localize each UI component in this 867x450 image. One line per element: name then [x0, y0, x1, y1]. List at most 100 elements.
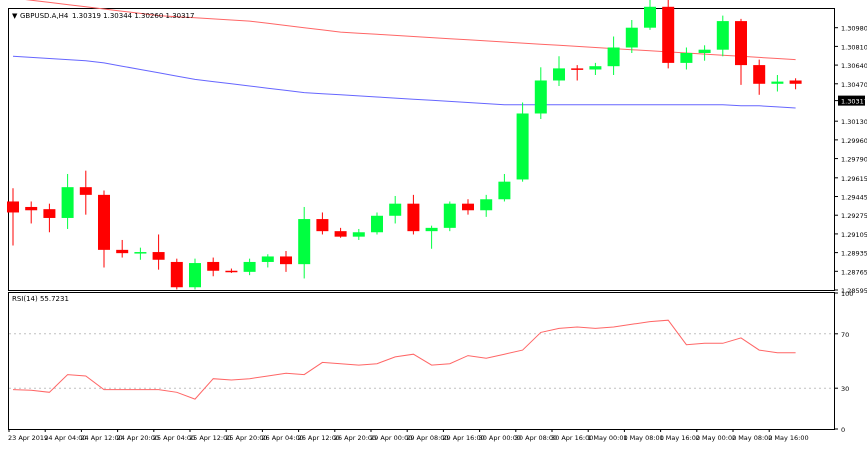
price-tick-label: 1.30980 — [841, 25, 867, 33]
candle-body — [589, 66, 602, 70]
candle — [25, 201, 38, 224]
candle-body — [170, 261, 183, 288]
candle-body — [389, 203, 402, 216]
candle-body — [407, 203, 420, 232]
candle-body — [680, 52, 693, 63]
candle-body — [443, 203, 456, 228]
candle — [771, 74, 784, 92]
candle-body — [61, 187, 74, 218]
rsi-tick-label: 30 — [841, 385, 849, 393]
price-tick-label: 1.29105 — [841, 231, 867, 239]
candle — [680, 47, 693, 70]
candle-body — [225, 270, 238, 273]
time-tick-label: 24 Apr 12:00 — [80, 434, 122, 442]
price-tick-label: 1.29445 — [841, 194, 867, 202]
candle — [571, 65, 584, 81]
candle — [462, 199, 474, 215]
candle-body — [516, 113, 529, 180]
candle-body — [771, 81, 784, 84]
candle — [134, 247, 147, 260]
candle-body — [716, 21, 729, 50]
candle — [407, 194, 420, 235]
time-tick-label: 30 Apr 00:00 — [479, 434, 521, 442]
candle — [225, 268, 238, 273]
price-tick-label: 1.30470 — [841, 81, 867, 89]
price-tick-label: 1.28765 — [841, 268, 867, 276]
candle-body — [534, 80, 547, 114]
candle — [753, 59, 766, 95]
candle-body — [79, 187, 92, 195]
candle — [261, 254, 274, 268]
rsi-tick-label: 100 — [841, 290, 853, 298]
candle — [79, 170, 92, 215]
candle-body — [189, 263, 201, 288]
time-tick-label: 29 Apr 08:00 — [406, 434, 448, 442]
candle — [534, 67, 547, 119]
rsi-line — [12, 319, 796, 400]
candle-body — [498, 181, 511, 200]
candle — [352, 228, 365, 240]
candle — [298, 206, 311, 279]
price-tick-label: 1.30640 — [841, 62, 867, 70]
candle — [170, 258, 183, 290]
candle — [98, 190, 110, 268]
symbol-label: GBPUSD.A,H4 — [20, 12, 69, 20]
candle — [443, 201, 456, 232]
candle-body — [280, 256, 292, 265]
candle — [662, 0, 675, 69]
candle-body — [352, 232, 365, 237]
chart-menu-icon[interactable]: ▼ — [12, 12, 18, 20]
price-panel-frame[interactable] — [8, 8, 835, 291]
time-tick-label: 25 Apr 20:00 — [225, 434, 267, 442]
candle — [371, 212, 383, 235]
candle — [789, 78, 802, 90]
candle-body — [425, 227, 438, 232]
candle-body — [98, 194, 110, 250]
candle — [152, 234, 165, 270]
candle — [43, 203, 56, 233]
candle — [207, 257, 220, 277]
time-tick-label: 1 May 00:00 — [587, 434, 627, 442]
rsi-tick-label: 0 — [841, 426, 845, 434]
price-tick-label: 1.28595 — [841, 287, 867, 295]
ma-fast-line — [12, 55, 796, 109]
candle — [480, 194, 493, 217]
candle — [189, 258, 201, 290]
candle — [7, 188, 19, 246]
rsi-panel-frame[interactable] — [8, 292, 835, 430]
price-tick-label: 1.30810 — [841, 43, 867, 51]
candle-body — [462, 203, 474, 211]
candle-body — [735, 21, 747, 66]
candle — [625, 19, 638, 53]
candle — [516, 102, 529, 182]
candle — [644, 0, 656, 30]
price-tick-label: 1.29615 — [841, 175, 867, 183]
time-tick-label: 30 Apr 08:00 — [515, 434, 557, 442]
candle-body — [43, 209, 56, 218]
time-tick-label: 24 Apr 20:00 — [117, 434, 159, 442]
candle-body — [334, 231, 347, 237]
candle — [425, 225, 438, 249]
candle — [61, 173, 74, 229]
candle-body — [662, 6, 675, 63]
time-tick-label: 2 May 08:00 — [732, 434, 772, 442]
candle-body — [316, 219, 329, 232]
candle — [243, 258, 256, 276]
time-tick-label: 30 Apr 16:00 — [551, 434, 593, 442]
ohlc-readout: 1.30319 1.30344 1.30260 1.30317 — [72, 12, 194, 20]
time-tick-label: 25 Apr 12:00 — [189, 434, 231, 442]
candle-body — [753, 65, 766, 84]
candle-body — [789, 80, 802, 84]
price-tick-label: 1.29275 — [841, 212, 867, 220]
candle-body — [116, 249, 129, 254]
candle-body — [261, 256, 274, 262]
candle — [389, 195, 402, 224]
candle — [698, 45, 711, 61]
time-tick-label: 29 Apr 00:00 — [370, 434, 412, 442]
time-tick-label: 25 Apr 04:00 — [153, 434, 195, 442]
candle-body — [152, 252, 165, 260]
candle-body — [644, 6, 656, 28]
candle — [553, 56, 565, 86]
